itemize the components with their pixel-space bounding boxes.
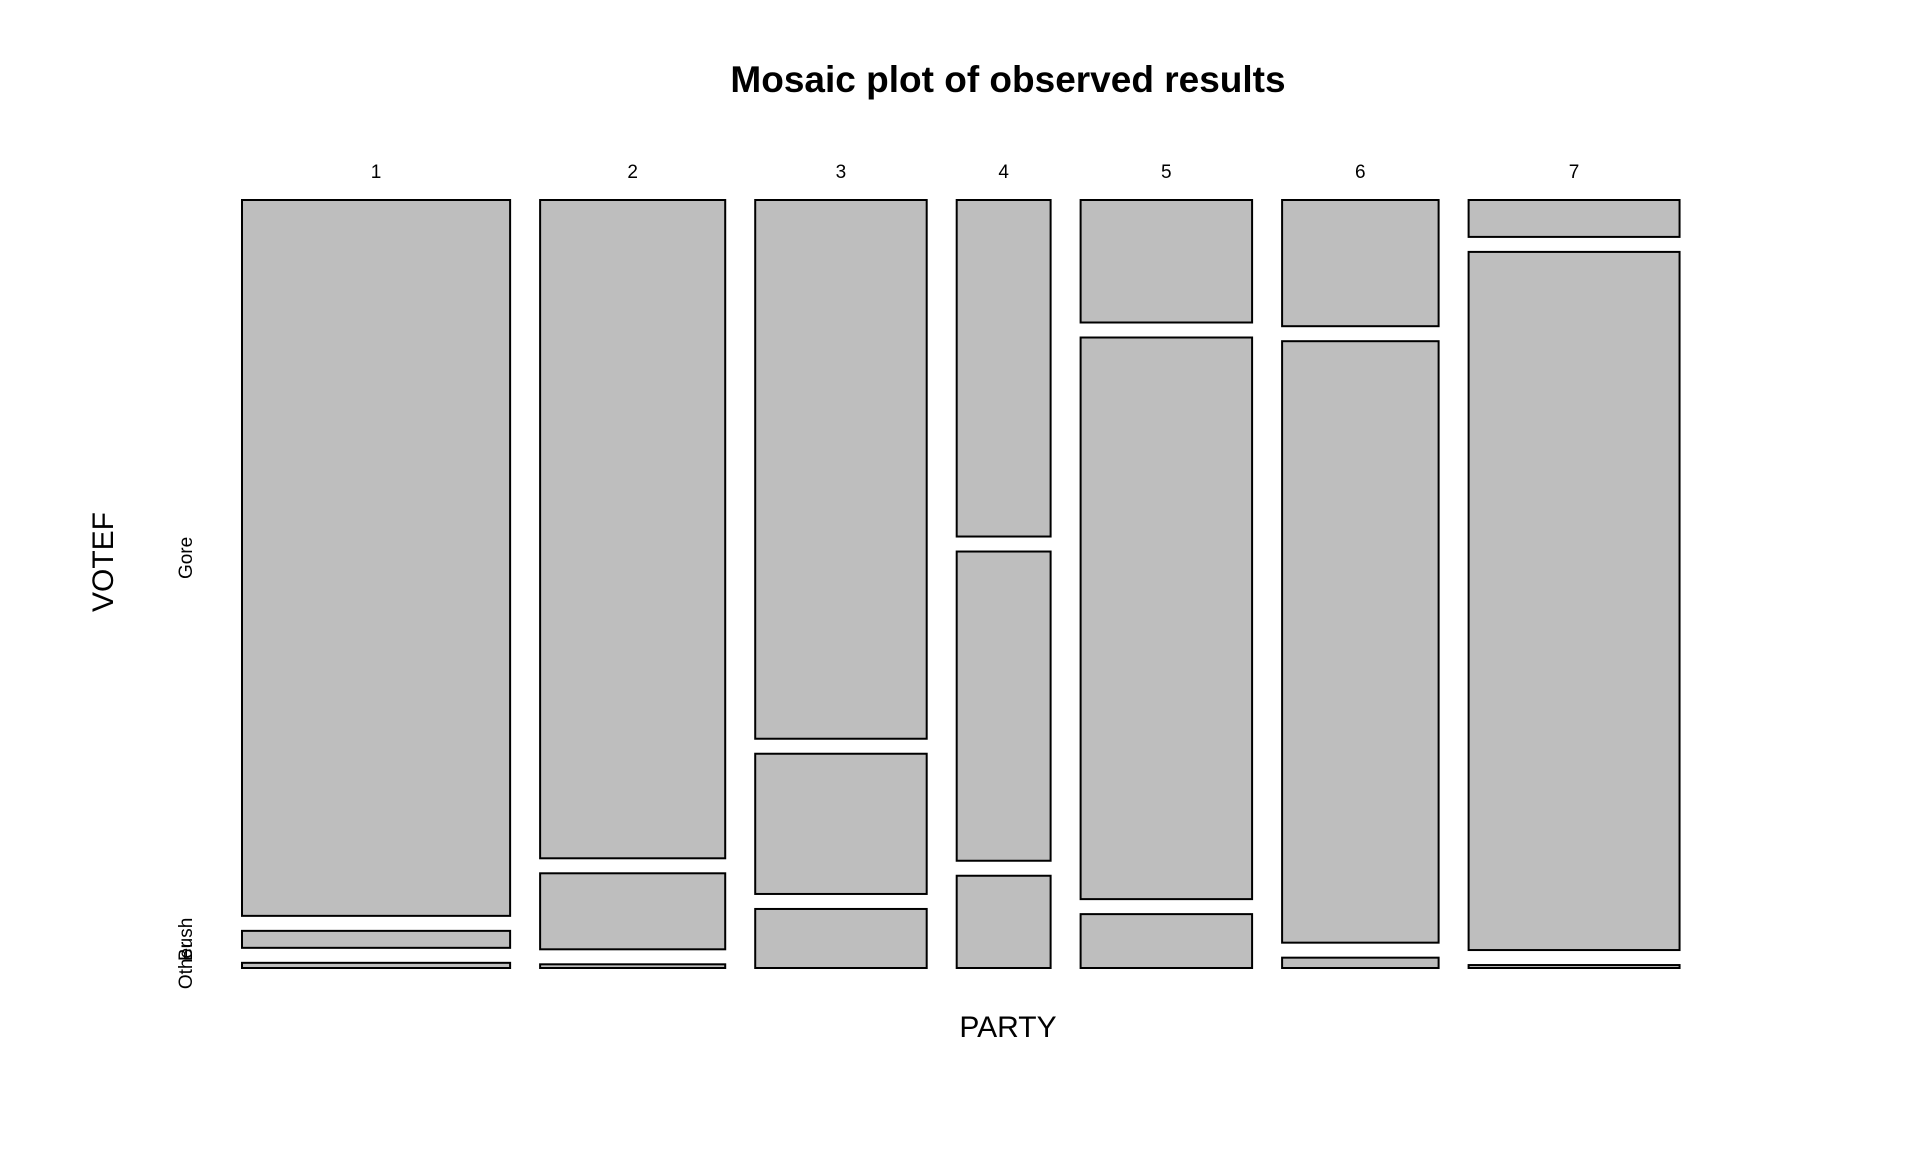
mosaic-tile-gore-party-1 [241,199,512,917]
mosaic-tile-other-party-3 [754,907,928,970]
x-tick-label: 6 [1355,162,1366,183]
mosaic-tile-gore-party-2 [539,199,727,860]
mosaic-tile-other-party-2 [539,963,727,969]
x-tick-label: 3 [836,162,847,183]
mosaic-tile-bush-party-4 [955,550,1052,862]
mosaic-tile-bush-party-3 [754,752,928,895]
mosaic-tile-bush-party-7 [1467,250,1681,952]
mosaic-tile-other-party-6 [1281,956,1440,970]
mosaic-tile-other-party-4 [955,874,1052,969]
y-tick-label-other: Other [176,941,197,989]
mosaic-tile-bush-party-1 [241,929,512,949]
mosaic-tiles [241,199,1681,970]
x-tick-labels: 1 2 3 4 5 6 7 [371,162,1580,183]
mosaic-tile-bush-party-6 [1281,340,1440,944]
mosaic-tile-bush-party-5 [1079,336,1254,901]
mosaic-tile-other-party-1 [241,961,512,969]
x-tick-label: 4 [998,162,1009,183]
y-axis-label: VOTEF [87,512,120,612]
mosaic-tile-gore-party-4 [955,199,1052,538]
mosaic-tile-other-party-7 [1467,964,1681,969]
mosaic-tile-gore-party-7 [1467,199,1681,238]
mosaic-tile-other-party-5 [1079,913,1254,969]
x-tick-label: 5 [1161,162,1172,183]
y-tick-label-gore: Gore [176,537,197,579]
x-tick-label: 7 [1569,162,1580,183]
mosaic-tile-gore-party-6 [1281,199,1440,328]
mosaic-tile-gore-party-5 [1079,199,1254,324]
x-tick-label: 2 [627,162,638,183]
x-axis-label: PARTY [959,1011,1056,1044]
mosaic-tile-gore-party-3 [754,199,928,740]
chart-title: Mosaic plot of observed results [730,59,1285,100]
mosaic-tile-bush-party-2 [539,872,727,951]
x-tick-label: 1 [371,162,382,183]
y-tick-label-bush: Bush [176,918,197,961]
